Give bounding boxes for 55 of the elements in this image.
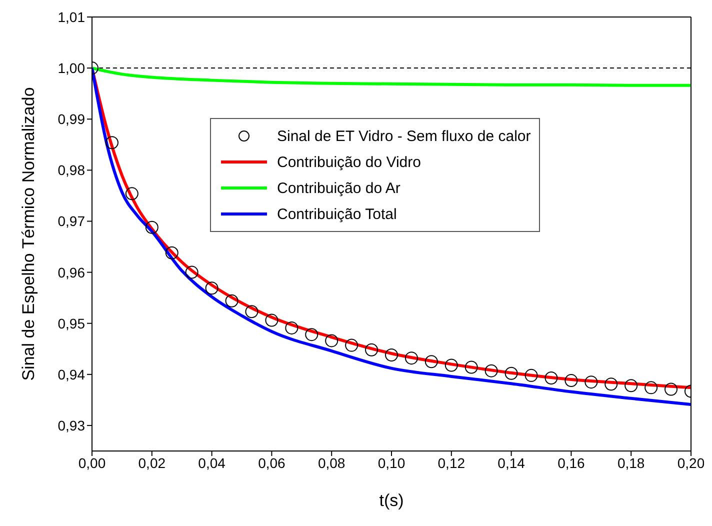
point (444, 358, 458, 372)
x-tick-label: 0,10 (378, 454, 406, 471)
x-tick-label: 0,06 (258, 454, 286, 471)
point (524, 368, 538, 382)
point (644, 381, 658, 394)
legend-label: Contribuição Total (277, 206, 397, 222)
y-tick-label: 0,95 (58, 315, 86, 332)
point (504, 366, 518, 380)
point (165, 246, 178, 260)
x-tick-label: 0,08 (318, 454, 346, 471)
point (105, 136, 118, 150)
point (245, 305, 258, 318)
point (564, 374, 578, 388)
y-tick-label: 1,01 (58, 8, 86, 25)
point (664, 382, 678, 396)
x-tick-label: 0,18 (617, 454, 645, 471)
y-tick-label: 1,00 (58, 60, 86, 76)
y-axis-title: Sinal de Espelho Térmico Normalizado (19, 87, 38, 381)
point (584, 376, 598, 389)
legend-label: Contribuição do Vidro (277, 154, 421, 170)
point (265, 314, 278, 327)
x-tick-label: 0,12 (438, 454, 466, 471)
point (225, 294, 238, 308)
y-tick-label: 0,98 (58, 162, 86, 178)
point (205, 282, 218, 295)
point (624, 379, 638, 392)
point (424, 355, 438, 368)
y-tick-label: 0,94 (58, 366, 86, 382)
point (285, 321, 298, 334)
point (185, 266, 198, 279)
x-tick-label: 0,00 (78, 454, 106, 471)
x-tick-label: 0,14 (498, 454, 526, 471)
point (325, 334, 338, 348)
legend-label: Contribuição do Ar (277, 180, 400, 196)
x-tick-label: 0,16 (558, 454, 586, 471)
y-tick-label: 0,97 (58, 213, 86, 230)
point (464, 360, 478, 374)
x-tick-label: 0,20 (677, 454, 705, 471)
point (145, 220, 158, 234)
point (125, 187, 138, 200)
legend-label: Sinal de ET Vidro - Sem fluxo de calor (277, 128, 531, 144)
point (385, 348, 398, 362)
point (484, 364, 498, 378)
point (404, 352, 418, 365)
point (345, 338, 358, 352)
point (305, 328, 318, 342)
y-tick-label: 0,93 (58, 417, 86, 434)
point (544, 371, 558, 384)
y-tick-label: 0,96 (58, 264, 86, 280)
x-tick-label: 0,04 (198, 454, 226, 471)
x-axis-title: t(s) (379, 491, 404, 510)
point (365, 343, 378, 356)
x-tick-label: 0,02 (138, 454, 166, 471)
point (604, 378, 618, 391)
y-tick-label: 0,99 (58, 111, 86, 128)
